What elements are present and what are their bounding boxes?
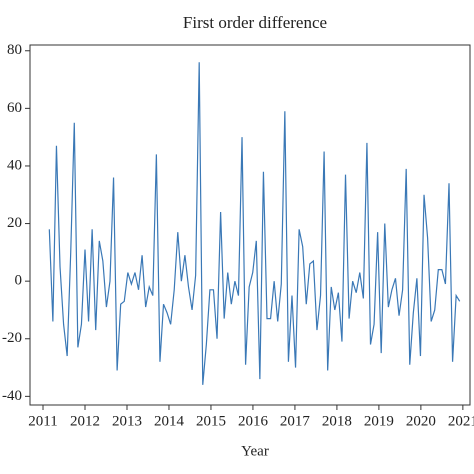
x-tick-label: 2018	[322, 413, 352, 429]
y-tick-label: 60	[7, 100, 22, 116]
chart-title: First order difference	[183, 13, 327, 32]
x-tick-label: 2021	[448, 413, 474, 429]
x-tick-label: 2020	[406, 413, 436, 429]
y-tick-label: 40	[7, 157, 22, 173]
x-axis-label: Year	[241, 443, 269, 459]
y-tick-label: 20	[7, 215, 22, 231]
y-tick-label: 0	[15, 273, 23, 289]
x-tick-label: 2019	[364, 413, 394, 429]
y-tick-label: 80	[7, 42, 22, 58]
x-tick-label: 2013	[112, 413, 142, 429]
plot-frame	[29, 44, 471, 406]
x-tick-label: 2017	[280, 413, 311, 429]
x-tick-label: 2011	[28, 413, 57, 429]
x-tick-label: 2014	[154, 413, 185, 429]
x-tick-label: 2016	[238, 413, 269, 429]
y-tick-label: -40	[2, 388, 22, 404]
y-tick-label: -20	[2, 330, 22, 346]
x-tick-label: 2012	[70, 413, 100, 429]
data-line	[48, 62, 461, 385]
x-tick-label: 2015	[196, 413, 226, 429]
